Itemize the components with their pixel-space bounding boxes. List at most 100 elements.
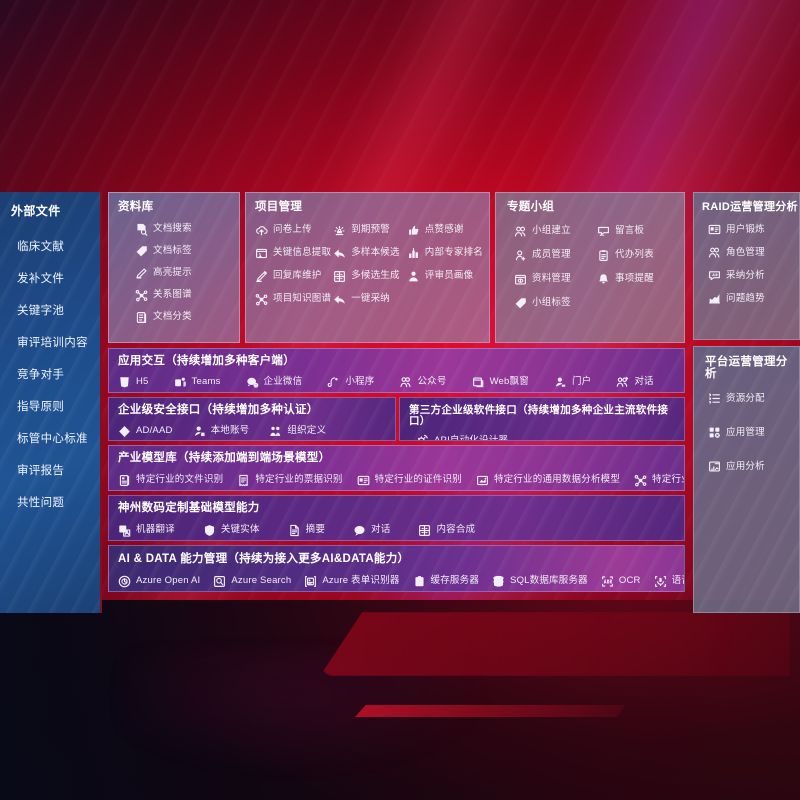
item-内容合成[interactable]: 内容合成 [418, 524, 475, 537]
item-label: Teams [191, 376, 221, 388]
item-小程序[interactable]: 小程序 [327, 376, 374, 389]
item-label: 回复库维护 [273, 270, 322, 282]
item-关键信息提取[interactable]: 关键信息提取 [255, 247, 331, 260]
item-特定行业的通用知识图谱模型[interactable]: 特定行业的通用知识图谱模型 [634, 474, 684, 487]
wecom-chat-icon [246, 376, 259, 389]
data-analysis-icon [476, 474, 489, 487]
translate-icon [118, 524, 131, 537]
item-对话[interactable]: 对话 [353, 524, 390, 537]
openai-spiral-icon [118, 575, 131, 588]
sidebar-item-5[interactable]: 指导原则 [0, 392, 100, 424]
item-用户锻炼[interactable]: 用户锻炼 [708, 223, 799, 236]
item-label: 语音理解 [671, 575, 684, 587]
member-manage-icon [514, 249, 527, 262]
item-应用管理[interactable]: 应用管理 [708, 426, 799, 439]
item-label: 问卷上传 [273, 224, 312, 236]
item-评审员画像[interactable]: 评审员画像 [407, 270, 483, 283]
item-azure-open-ai[interactable]: Azure Open AI [118, 575, 200, 588]
item-ad/aad[interactable]: AD/AAD [118, 425, 173, 438]
item-代办列表[interactable]: 代办列表 [597, 249, 676, 262]
item-问题趋势[interactable]: 问题趋势 [708, 292, 799, 305]
panel-enterprise-security: 企业级安全接口（持续增加多种认证） AD/AAD 本地账号 组织定义 [108, 397, 396, 441]
item-项目知识图谱[interactable]: 项目知识图谱 [255, 293, 331, 306]
item-特定行业的文件识别[interactable]: 特定行业的文件识别 [118, 474, 223, 487]
item-问卷上传[interactable]: 问卷上传 [255, 224, 331, 237]
item-teams[interactable]: Teams [174, 376, 221, 389]
item-回复库维护[interactable]: 回复库维护 [255, 270, 331, 283]
sidebar-item-8[interactable]: 共性问题 [0, 488, 100, 520]
sidebar-item-4[interactable]: 竞争对手 [0, 360, 100, 392]
item-资源分配[interactable]: 资源分配 [708, 392, 799, 405]
item-特定行业的票据识别[interactable]: 特定行业的票据识别 [237, 474, 342, 487]
item-label: 项目知识图谱 [273, 293, 332, 305]
cache-server-icon [413, 575, 426, 588]
item-web飘窗[interactable]: Web飘窗 [472, 376, 529, 389]
item-label: Web飘窗 [489, 376, 529, 388]
extract-frame-icon [255, 247, 268, 260]
item-azure-search[interactable]: Azure Search [213, 575, 291, 588]
chat-bubble-icon [353, 524, 366, 537]
item-label: 机器翻译 [136, 524, 175, 536]
item-成员管理[interactable]: 成员管理 [514, 249, 593, 262]
item-角色管理[interactable]: 角色管理 [708, 246, 799, 259]
sidebar-item-2[interactable]: 关键字池 [0, 296, 100, 328]
item-多样本候选[interactable]: 多样本候选 [333, 247, 405, 260]
item-特定行业的通用数据分析模型[interactable]: 特定行业的通用数据分析模型 [476, 474, 620, 487]
item-ocr[interactable]: OCR [601, 575, 641, 588]
item-label: 小程序 [345, 376, 375, 388]
item-摘要[interactable]: 摘要 [288, 524, 325, 537]
item-sql数据库服务器[interactable]: SQL数据库服务器 [492, 575, 588, 588]
item-留言板[interactable]: 留言板 [597, 225, 676, 238]
sidebar-item-7[interactable]: 审评报告 [0, 456, 100, 488]
item-文档标签[interactable]: 文档标签 [135, 245, 239, 258]
item-缓存服务器[interactable]: 缓存服务器 [413, 575, 480, 588]
sidebar-item-label: 竞争对手 [17, 369, 65, 382]
item-内部专家排名[interactable]: 内部专家排名 [407, 247, 483, 260]
sidebar-item-0[interactable]: 临床文献 [0, 232, 100, 264]
database-icon [492, 575, 505, 588]
item-企业微信[interactable]: 企业微信 [246, 376, 303, 389]
item-一键采纳[interactable]: 一键采纳 [333, 293, 405, 306]
item-h5[interactable]: H5 [118, 376, 149, 389]
sidebar-item-1[interactable]: 发补文件 [0, 264, 100, 296]
clipboard-list-icon [597, 249, 610, 262]
item-对话[interactable]: 对话 [616, 376, 654, 389]
item-label: 一键采纳 [351, 293, 391, 305]
item-应用分析[interactable]: 应用分析 [708, 460, 799, 473]
item-门户[interactable]: 门户 [554, 376, 591, 389]
item-label: 摘要 [305, 524, 326, 536]
item-label: 小组标签 [532, 297, 571, 309]
item-多候选生成[interactable]: 多候选生成 [333, 270, 405, 283]
item-到期预警[interactable]: 到期预警 [333, 224, 405, 237]
item-组织定义[interactable]: 组织定义 [269, 425, 326, 438]
panel-app-interaction: 应用交互（持续增加多种客户端） H5 Teams 企业微信 小程序 公众号 Web飘窗 门户… [108, 348, 685, 393]
item-本地账号[interactable]: 本地账号 [193, 425, 250, 438]
item-事项提醒[interactable]: 事项提醒 [597, 273, 676, 286]
item-关系图谱[interactable]: 关系图谱 [135, 289, 239, 302]
item-label: 组织定义 [287, 425, 327, 437]
item-机器翻译[interactable]: 机器翻译 [118, 524, 175, 537]
item-高亮提示[interactable]: 高亮提示 [135, 267, 239, 280]
item-azure-表单识别器[interactable]: Azure 表单识别器 [304, 575, 399, 588]
item-公众号[interactable]: 公众号 [399, 376, 446, 389]
panel-project-management: 项目管理 问卷上传 到期预警 点赞感谢 关键信息提取 多样本候选 内部专家排名 回复库维护 多… [245, 192, 490, 343]
panel-thirdparty-interface: 第三方企业级软件接口（持续增加多种企业主流软件接口） API自动化设计器 [399, 397, 685, 441]
item-文档分类[interactable]: 文档分类 [135, 311, 239, 324]
item-采纳分析[interactable]: 采纳分析 [708, 269, 799, 282]
item-资料管理[interactable]: 资料管理 [514, 273, 593, 286]
item-小组建立[interactable]: 小组建立 [514, 225, 593, 238]
doc-search-icon [135, 223, 148, 236]
item-label: 特定行业的文件识别 [136, 474, 224, 486]
item-小组标签[interactable]: 小组标签 [514, 297, 593, 310]
item-点赞感谢[interactable]: 点赞感谢 [407, 224, 483, 237]
item-label: 门户 [571, 376, 592, 388]
item-关键实体[interactable]: 关键实体 [203, 524, 260, 537]
item-api自动化设计器[interactable]: API自动化设计器 [416, 434, 508, 440]
item-语音理解[interactable]: 语音理解 [654, 575, 684, 588]
sidebar-item-6[interactable]: 标管中心标准 [0, 424, 100, 456]
item-特定行业的证件识别[interactable]: 特定行业的证件识别 [357, 474, 462, 487]
item-label: 关键信息提取 [273, 247, 332, 259]
item-文档搜索[interactable]: 文档搜索 [135, 223, 239, 236]
sidebar-item-3[interactable]: 审评培训内容 [0, 328, 100, 360]
item-label: 代办列表 [615, 249, 654, 261]
